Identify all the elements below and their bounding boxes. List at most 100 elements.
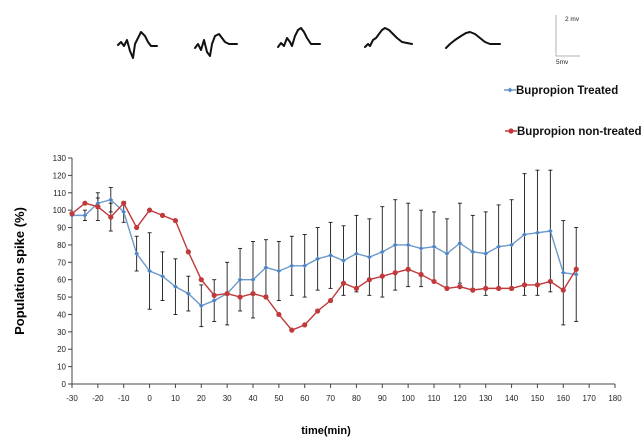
x-tick-label: 50 — [274, 394, 283, 403]
data-point-treated — [560, 270, 566, 276]
data-point-non-treated — [82, 200, 88, 206]
legend-entry-treated: Bupropion Treated — [504, 85, 618, 97]
data-point-non-treated — [250, 291, 256, 297]
data-point-treated — [535, 230, 540, 236]
data-point-treated — [276, 268, 282, 274]
x-tick-label: -10 — [118, 394, 130, 403]
data-point-treated — [160, 273, 165, 279]
series-line-non-treated — [71, 202, 577, 331]
legend-entry-non-treated: Bupropion non-treated — [505, 126, 641, 138]
data-point-treated — [82, 212, 88, 218]
data-point-non-treated — [289, 327, 295, 333]
data-point-non-treated — [340, 280, 347, 286]
error-bars — [82, 169, 579, 328]
series-lines — [71, 198, 577, 331]
data-point-treated — [431, 244, 437, 250]
x-tick-label: 70 — [326, 394, 335, 403]
waveform-traces — [117, 27, 501, 59]
data-point-treated — [392, 242, 398, 248]
data-point-non-treated — [159, 212, 166, 218]
data-point-non-treated — [431, 278, 437, 285]
x-tick-label: 130 — [479, 394, 493, 403]
scale-bar-vertical-label: 2 mv — [565, 16, 580, 23]
data-point-treated — [366, 254, 372, 260]
x-tick-label: 100 — [401, 394, 415, 403]
data-point-non-treated — [121, 200, 127, 206]
data-point-non-treated — [534, 282, 541, 288]
data-point-non-treated — [224, 291, 230, 297]
y-tick-label: 100 — [53, 206, 67, 215]
data-point-non-treated — [69, 211, 75, 217]
y-axis-ticks: 0 10 20 30 40 50 60 70 80 90 100 110 120 130 — [53, 154, 72, 389]
x-tick-label: 180 — [608, 394, 622, 403]
data-point-non-treated — [521, 282, 528, 288]
data-point-treated — [302, 263, 308, 269]
data-point-non-treated — [302, 322, 308, 328]
data-point-treated — [470, 249, 476, 255]
data-point-treated — [134, 251, 140, 257]
data-point-treated — [237, 277, 243, 283]
x-tick-label: 150 — [531, 394, 545, 403]
data-point-non-treated — [211, 292, 217, 298]
data-point-non-treated — [573, 266, 579, 272]
data-point-treated — [354, 251, 359, 257]
data-point-non-treated — [379, 273, 385, 279]
legend-label-non-treated: Bupropion non-treated — [517, 126, 641, 138]
x-axis-ticks: -30 -20 -10 0 10 20 30 40 50 60 70 80 90 100 110 120 130… — [66, 384, 622, 403]
y-tick-label: 120 — [53, 171, 67, 180]
data-point-non-treated — [198, 277, 204, 283]
chart-legend: Bupropion Treated Bupropion non-treated — [504, 85, 641, 138]
data-point-treated — [341, 258, 346, 263]
data-point-non-treated — [353, 285, 360, 291]
x-tick-label: -30 — [66, 394, 78, 403]
y-tick-label: 0 — [62, 380, 67, 389]
data-point-non-treated — [108, 214, 114, 220]
data-point-non-treated — [327, 297, 334, 304]
data-point-non-treated — [508, 285, 515, 291]
data-point-non-treated — [496, 285, 502, 291]
x-tick-label: 20 — [197, 394, 206, 403]
data-point-treated — [496, 244, 502, 250]
data-point-non-treated — [405, 266, 411, 272]
y-tick-label: 90 — [57, 224, 66, 233]
data-point-non-treated — [185, 249, 191, 255]
series-line-treated — [72, 198, 577, 307]
data-point-non-treated — [276, 311, 282, 318]
data-point-treated — [121, 209, 127, 215]
data-point-non-treated — [483, 285, 489, 291]
data-point-non-treated — [392, 270, 398, 276]
data-point-treated — [173, 284, 178, 290]
data-point-treated — [315, 256, 321, 262]
data-point-treated — [147, 268, 152, 274]
legend-label-treated: Bupropion Treated — [516, 85, 618, 97]
legend-marker-non-treated — [508, 128, 514, 134]
data-point-treated — [198, 303, 204, 309]
data-point-treated — [547, 228, 553, 234]
waveform-trace-2 — [194, 33, 238, 57]
data-point-treated — [405, 242, 411, 248]
data-point-non-treated — [560, 287, 566, 293]
data-point-non-treated — [237, 294, 243, 300]
x-axis-title: time(min) — [301, 425, 351, 437]
y-tick-label: 110 — [53, 189, 66, 198]
data-point-non-treated — [418, 271, 424, 278]
waveform-trace-4 — [364, 27, 413, 48]
data-point-non-treated — [134, 224, 140, 231]
x-tick-label: -20 — [92, 394, 104, 403]
data-point-treated — [444, 251, 450, 257]
x-tick-label: 170 — [582, 394, 596, 403]
x-tick-label: 140 — [505, 394, 519, 403]
data-point-treated — [108, 197, 114, 203]
waveform-trace-3 — [277, 27, 321, 48]
data-point-treated — [483, 251, 489, 257]
data-point-non-treated — [366, 277, 372, 283]
data-point-treated — [185, 291, 191, 296]
y-tick-label: 70 — [57, 258, 66, 267]
x-tick-label: 160 — [557, 394, 571, 403]
y-tick-label: 10 — [57, 363, 66, 372]
data-point-non-treated — [315, 308, 321, 314]
y-tick-label: 30 — [57, 328, 66, 337]
x-tick-label: 110 — [428, 394, 441, 403]
data-point-treated — [211, 298, 217, 303]
data-point-treated — [95, 200, 101, 206]
